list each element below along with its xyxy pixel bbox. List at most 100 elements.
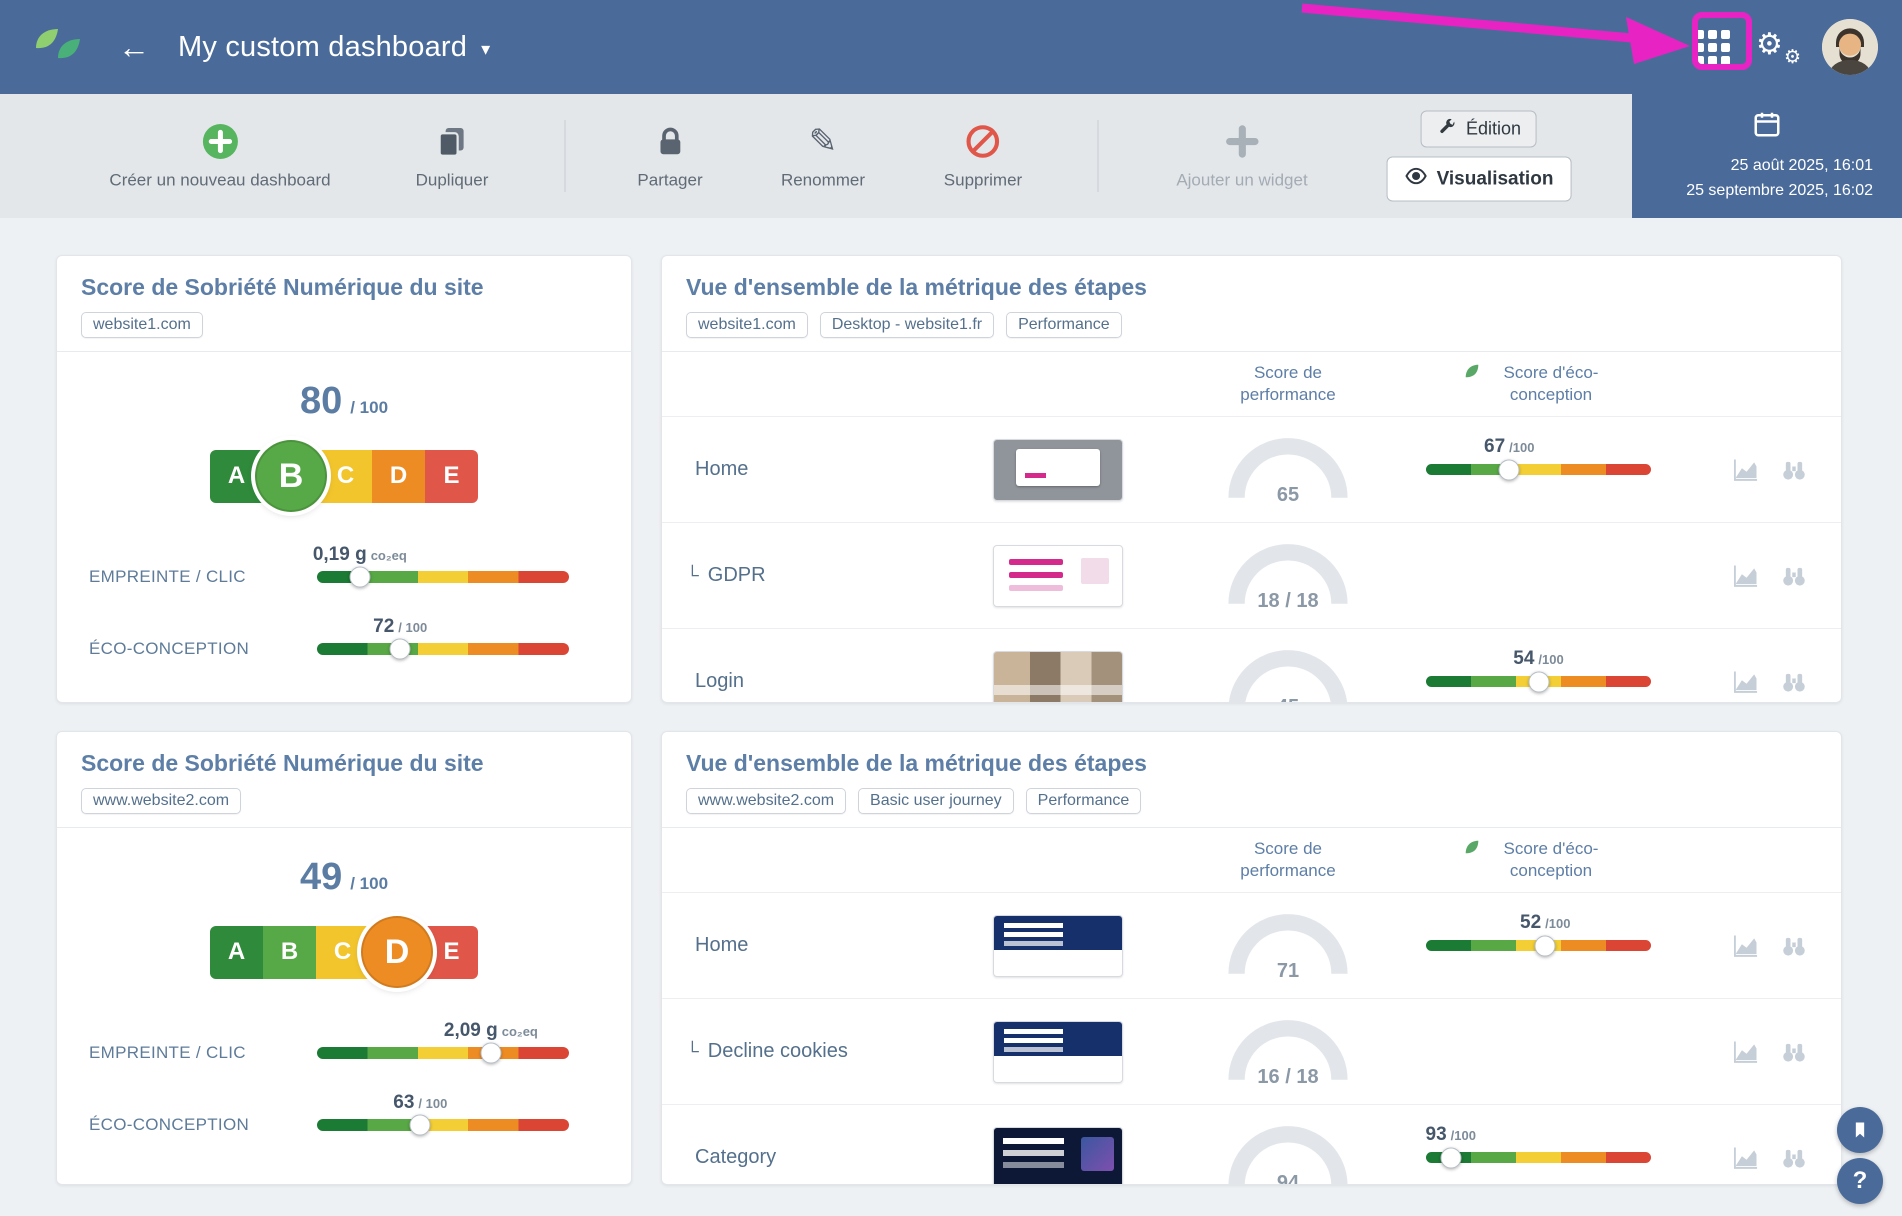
grade-d: D — [361, 916, 433, 988]
settings-button[interactable]: ⚙ ⚙ — [1754, 23, 1802, 71]
user-portrait — [1822, 19, 1878, 75]
slider-knob[interactable] — [1534, 935, 1556, 956]
chart-icon[interactable] — [1731, 931, 1761, 961]
site-tag: website1.com — [81, 312, 203, 338]
ecodesign-column-header: Score d'éco-conception — [1426, 362, 1651, 406]
page-title: My custom dashboard — [178, 30, 468, 63]
binoculars-icon[interactable] — [1779, 667, 1809, 697]
journey-tag: Basic user journey — [858, 788, 1014, 814]
step-thumbnail[interactable] — [993, 914, 1123, 977]
grade-c: C — [316, 925, 369, 979]
metric-tag: Performance — [1006, 312, 1122, 338]
avatar[interactable] — [1822, 19, 1878, 75]
visualisation-button[interactable]: Visualisation — [1386, 156, 1572, 202]
eco-score-slider: 54/100 — [1426, 648, 1651, 692]
performance-score: 18 / 18 — [1257, 589, 1319, 612]
journey-tag: Desktop - website1.fr — [819, 312, 995, 338]
bookmark-fab[interactable] — [1837, 1107, 1883, 1153]
chevron-down-icon: ▾ — [481, 38, 491, 59]
view-mode-buttons: Édition Visualisation — [1386, 110, 1572, 202]
slider-knob[interactable] — [1498, 459, 1520, 480]
leaf-icon — [1465, 840, 1479, 854]
question-mark-icon: ? — [1852, 1167, 1868, 1194]
table-header: Score de performance Score d'éco-concept… — [662, 828, 1841, 892]
rename-button[interactable]: ✎ Renommer — [780, 122, 866, 190]
step-name: Home — [695, 458, 749, 480]
site-tag: website1.com — [686, 312, 808, 338]
global-score: 80 / 100 — [299, 380, 389, 422]
chart-icon[interactable] — [1731, 1143, 1761, 1173]
slider-knob[interactable] — [409, 1114, 431, 1136]
step-thumbnail[interactable] — [993, 438, 1123, 501]
slider-knob[interactable] — [349, 566, 371, 588]
step-thumbnail[interactable] — [993, 1126, 1123, 1184]
chart-icon[interactable] — [1731, 1037, 1761, 1067]
grade-d: D — [372, 449, 425, 503]
copy-icon — [434, 122, 470, 162]
step-row: └ Decline cookies 16 / 18 — [662, 998, 1841, 1104]
slider-knob[interactable] — [1528, 671, 1549, 692]
delete-button[interactable]: Supprimer — [944, 122, 1022, 191]
duplicate-button[interactable]: Dupliquer — [416, 122, 488, 191]
back-arrow-icon: ← — [118, 29, 150, 65]
sobriety-score-widget-2: Score de Sobriété Numérique du site www.… — [56, 731, 632, 1185]
binoculars-icon[interactable] — [1779, 455, 1809, 485]
binoculars-icon[interactable] — [1779, 1143, 1809, 1173]
divider — [57, 351, 631, 352]
widget-title: Score de Sobriété Numérique du site — [81, 274, 484, 300]
global-score: 49 / 100 — [299, 856, 389, 898]
date-range: 25 août 2025, 16:01 25 septembre 2025, 1… — [1651, 154, 1883, 204]
app-logo[interactable] — [34, 25, 90, 69]
slider-knob[interactable] — [1440, 1147, 1462, 1168]
ecodesign-slider: 63/ 100 — [317, 1092, 569, 1136]
help-fab[interactable]: ? — [1837, 1158, 1883, 1204]
edition-button[interactable]: Édition — [1420, 110, 1538, 148]
grade-a: A — [210, 925, 263, 979]
step-thumbnail[interactable] — [993, 650, 1123, 702]
chart-icon[interactable] — [1731, 455, 1761, 485]
grade-b: B — [255, 440, 327, 512]
create-dashboard-button[interactable]: Créer un nouveau dashboard — [109, 122, 331, 191]
chart-icon[interactable] — [1731, 561, 1761, 591]
grid-menu-button[interactable] — [1690, 25, 1734, 69]
step-row: └ GDPR 18 / 18 — [662, 522, 1841, 628]
calendar-icon — [1752, 109, 1782, 144]
performance-gauge: 45 — [1225, 647, 1351, 702]
footprint-slider: 0,19 g co₂eq — [313, 544, 569, 588]
prohibition-icon — [964, 122, 1002, 162]
performance-column-header: Score de performance — [1240, 362, 1336, 404]
dashboard-title-menu[interactable]: My custom dashboard ▾ — [178, 31, 490, 64]
grade-c: C — [319, 449, 372, 503]
add-circle-icon — [200, 122, 240, 162]
step-row: Home 65 67/100 — [662, 416, 1841, 522]
slider-knob[interactable] — [389, 638, 411, 660]
date-end: 25 septembre 2025, 16:02 — [1686, 181, 1873, 199]
performance-gauge: 18 / 18 — [1225, 541, 1351, 612]
binoculars-icon[interactable] — [1779, 1037, 1809, 1067]
site-tag: www.website2.com — [686, 788, 847, 814]
metric-tag: Performance — [1025, 788, 1142, 814]
step-name: Home — [695, 934, 749, 956]
step-row: Home 71 52/100 — [662, 892, 1841, 998]
site-tag: www.website2.com — [81, 788, 242, 814]
grade-e: E — [425, 925, 478, 979]
grade-e: E — [425, 449, 478, 503]
step-thumbnail[interactable] — [993, 544, 1123, 607]
back-button[interactable]: ← — [112, 27, 156, 67]
sobriety-score-widget-1: Score de Sobriété Numérique du site webs… — [56, 255, 632, 703]
steps-metric-widget-1: Vue d'ensemble de la métrique des étapes… — [661, 255, 1842, 703]
grade-scale: A B C D E — [57, 437, 631, 515]
chart-icon[interactable] — [1731, 667, 1761, 697]
binoculars-icon[interactable] — [1779, 561, 1809, 591]
binoculars-icon[interactable] — [1779, 931, 1809, 961]
lock-icon — [653, 122, 687, 162]
step-thumbnail[interactable] — [993, 1020, 1123, 1083]
ecodesign-row: ÉCO-CONCEPTION 72/ 100 — [57, 616, 631, 660]
footprint-slider: 2,09 g co₂eq — [317, 1020, 569, 1064]
step-name: Category — [695, 1146, 777, 1168]
date-range-panel[interactable]: 25 août 2025, 16:01 25 septembre 2025, 1… — [1632, 94, 1902, 218]
add-widget-button[interactable]: Ajouter un widget — [1176, 122, 1308, 191]
plus-icon — [1223, 122, 1261, 162]
share-button[interactable]: Partager — [637, 122, 703, 191]
slider-knob[interactable] — [480, 1042, 502, 1064]
